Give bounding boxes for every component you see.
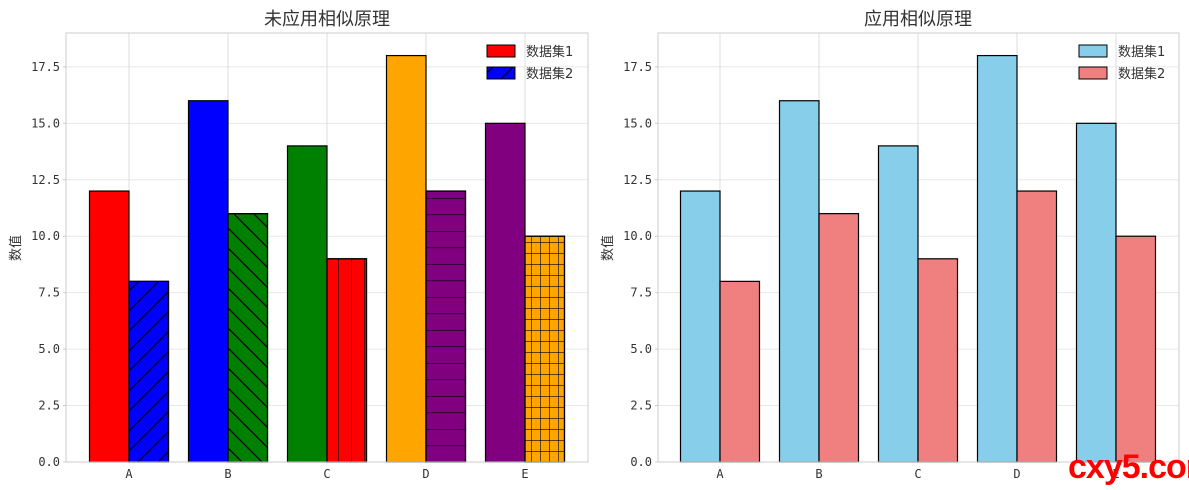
right-y-ticks: 0.0 2.5 5.0 7.5 10.0 12.5 15.0 17.5 (623, 60, 658, 469)
left-bar-hatch-s2-C (326, 258, 368, 463)
right-ytick-label-0: 0.0 (630, 455, 652, 469)
right-legend-swatch-1 (1078, 44, 1108, 58)
right-bar-s2-A (719, 280, 761, 463)
right-ytick-label-5: 12.5 (623, 173, 652, 187)
left-legend-swatch-2-hatch (486, 66, 516, 80)
left-xtick-label-1: B (224, 467, 231, 481)
right-chart-title: 应用相似原理 (864, 9, 972, 30)
left-xtick-label-3: D (422, 467, 429, 481)
left-x-ticks: A B C D E (125, 467, 528, 481)
left-bar-s1-A (88, 190, 130, 463)
left-bar-s1-D (385, 54, 427, 463)
left-bar-hatch-s2-A (128, 280, 170, 463)
right-ytick-label-2: 5.0 (630, 342, 652, 356)
left-ytick-label-4: 10.0 (31, 229, 60, 243)
left-xtick-label-4: E (521, 467, 528, 481)
left-bar-hatch-s2-D (425, 190, 467, 463)
left-bar-s1-E (484, 122, 526, 463)
left-chart: 0.0 2.5 5.0 7.5 10.0 12.5 15.0 17.5 A B C D E 未应用相似… (8, 9, 589, 481)
right-bar-s1-D (976, 54, 1018, 463)
right-bar-s2-B (818, 213, 860, 463)
right-bar-s2-E (1115, 235, 1157, 463)
right-bar-s2-D (1016, 190, 1058, 463)
right-y-axis-label: 数值 (600, 235, 616, 261)
left-ytick-label-7: 17.5 (31, 60, 60, 74)
right-ytick-label-3: 7.5 (630, 286, 652, 300)
left-y-ticks: 0.0 2.5 5.0 7.5 10.0 12.5 15.0 17.5 (31, 60, 66, 469)
left-ytick-label-1: 2.5 (38, 399, 60, 413)
left-legend-label-1: 数据集1 (526, 44, 573, 60)
right-bar-s1-B (778, 100, 820, 463)
watermark-logo: cxy5.com (1068, 448, 1189, 486)
left-ytick-label-5: 12.5 (31, 173, 60, 187)
left-ytick-label-2: 5.0 (38, 342, 60, 356)
left-legend-swatch-1 (486, 44, 516, 58)
right-legend-swatch-2 (1078, 66, 1108, 80)
right-axes-frame (657, 32, 1180, 463)
left-bar-s1-C (286, 145, 328, 463)
left-legend: 数据集1 数据集2 (486, 44, 573, 82)
left-legend-label-2: 数据集2 (526, 66, 573, 82)
left-bars (88, 54, 566, 463)
right-bar-s1-C (877, 145, 919, 463)
right-xtick-label-1: B (815, 467, 822, 481)
right-legend: 数据集1 数据集2 (1078, 44, 1165, 82)
right-xtick-label-4: E (1112, 467, 1119, 481)
right-bar-s1-E (1075, 122, 1117, 463)
left-ytick-label-0: 0.0 (38, 455, 60, 469)
left-xtick-label-2: C (323, 467, 330, 481)
right-legend-label-1: 数据集1 (1118, 44, 1165, 60)
left-chart-title: 未应用相似原理 (264, 9, 390, 30)
left-bar-s1-B (187, 100, 229, 463)
left-xtick-label-0: A (125, 467, 133, 481)
left-ytick-label-6: 15.0 (31, 116, 60, 130)
right-ytick-label-4: 10.0 (623, 229, 652, 243)
right-bar-s2-C (917, 258, 959, 463)
right-legend-label-2: 数据集2 (1118, 66, 1165, 82)
right-xtick-label-2: C (914, 467, 921, 481)
left-y-axis-label: 数值 (8, 235, 24, 261)
right-chart: 0.0 2.5 5.0 7.5 10.0 12.5 15.0 17.5 A B C D E 应用相似原… (600, 9, 1180, 481)
left-axes-frame (65, 32, 589, 463)
right-ytick-label-6: 15.0 (623, 116, 652, 130)
right-bar-s1-A (679, 190, 721, 463)
right-xtick-label-0: A (716, 467, 724, 481)
right-ytick-label-7: 17.5 (623, 60, 652, 74)
right-ytick-label-1: 2.5 (630, 399, 652, 413)
right-xtick-label-3: D (1013, 467, 1020, 481)
left-bar-hatch-s2-E (524, 235, 566, 463)
right-x-ticks: A B C D E (716, 467, 1119, 481)
left-bar-hatch-s2-B (227, 213, 269, 463)
left-ytick-label-3: 7.5 (38, 286, 60, 300)
